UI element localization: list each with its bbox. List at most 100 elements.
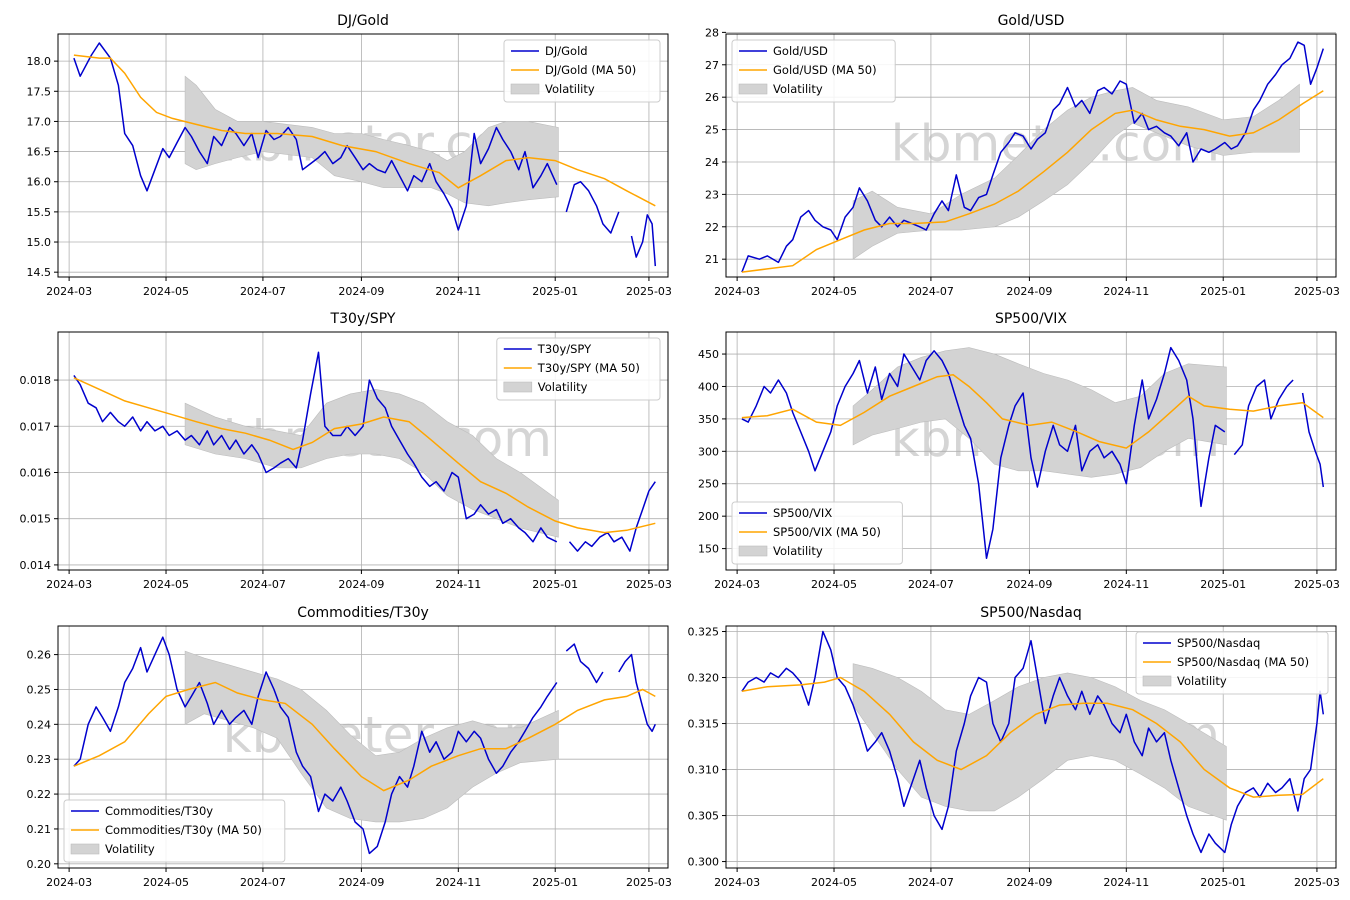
volatility-band: [184, 650, 559, 823]
legend-label: DJ/Gold: [545, 44, 588, 58]
y-tick-label: 16.0: [27, 176, 52, 189]
y-tick-label: 0.21: [27, 823, 52, 836]
chart-panel: kbmeter.comSP500/VIX2024-032024-052024-0…: [698, 311, 1340, 591]
x-tick-label: 2024-03: [46, 578, 92, 591]
y-tick-label: 27: [705, 59, 719, 72]
legend-swatch-volatility: [1142, 675, 1172, 687]
chart-title: SP500/Nasdaq: [980, 605, 1081, 621]
legend-label: DJ/Gold (MA 50): [545, 63, 636, 77]
legend-swatch-volatility: [510, 83, 540, 95]
y-tick-label: 400: [698, 380, 719, 393]
legend-label: SP500/Nasdaq: [1177, 636, 1260, 650]
y-tick-label: 22: [705, 221, 719, 234]
legend-label: Volatility: [773, 82, 823, 96]
y-tick-label: 0.24: [27, 718, 52, 731]
x-tick-label: 2025-01: [1200, 285, 1246, 298]
chart-panel: kbmeter.comDJ/Gold2024-032024-052024-072…: [27, 13, 672, 298]
x-tick-label: 2025-03: [626, 285, 672, 298]
y-tick-label: 21: [705, 253, 719, 266]
y-tick-label: 0.018: [20, 374, 52, 387]
x-tick-label: 2024-11: [1103, 285, 1149, 298]
legend-label: Commodities/T30y: [105, 804, 213, 818]
series-line: [741, 630, 1325, 854]
y-tick-label: 24: [705, 156, 719, 169]
legend-label: Volatility: [538, 380, 588, 394]
legend-swatch-volatility: [738, 83, 768, 95]
x-tick-label: 2024-07: [908, 285, 954, 298]
plot-frame: [57, 331, 669, 571]
series-line: [73, 636, 656, 855]
legend: SP500/Nasdaq SP500/Nasdaq (MA 50) Volatili…: [1135, 631, 1329, 695]
x-tick-label: 2024-09: [338, 876, 384, 889]
chart-panel: kbmeter.comGold/USD2024-032024-052024-07…: [705, 13, 1340, 298]
legend-box: [63, 799, 286, 863]
y-tick-label: 28: [705, 26, 719, 39]
legend-box: [731, 39, 896, 103]
legend-label: T30y/SPY: [537, 342, 592, 356]
x-tick-label: 2024-05: [811, 578, 857, 591]
y-tick-label: 0.325: [688, 626, 720, 639]
y-tick-label: 0.017: [20, 420, 52, 433]
y-tick-label: 0.014: [20, 559, 52, 572]
legend-label: SP500/VIX: [773, 506, 832, 520]
y-tick-label: 0.310: [688, 764, 720, 777]
plot-frame: [57, 33, 669, 278]
ma50-line: [741, 676, 1324, 798]
x-tick-label: 2024-07: [240, 285, 286, 298]
x-tick-label: 2024-07: [908, 578, 954, 591]
y-tick-label: 0.25: [27, 683, 52, 696]
x-tick-label: 2024-09: [338, 578, 384, 591]
x-tick-label: 2024-05: [143, 578, 189, 591]
x-tick-label: 2024-03: [714, 578, 760, 591]
ma50-line: [73, 54, 656, 207]
x-tick-label: 2025-03: [626, 578, 672, 591]
legend-swatch-volatility: [503, 381, 533, 393]
x-tick-label: 2024-07: [908, 876, 954, 889]
x-tick-label: 2024-05: [811, 285, 857, 298]
x-tick-label: 2024-11: [435, 876, 481, 889]
y-tick-label: 0.015: [20, 513, 52, 526]
legend-label: Volatility: [545, 82, 595, 96]
y-tick-label: 0.23: [27, 753, 52, 766]
ma50-line: [741, 374, 1324, 449]
legend-label: Gold/USD (MA 50): [773, 63, 877, 77]
plot-frame: [725, 33, 1337, 278]
x-tick-label: 2025-01: [532, 285, 578, 298]
y-tick-label: 23: [705, 188, 719, 201]
y-tick-label: 0.26: [27, 649, 52, 662]
x-tick-label: 2025-01: [532, 876, 578, 889]
legend-label: SP500/VIX (MA 50): [773, 525, 881, 539]
legend-box: [731, 501, 903, 565]
x-tick-label: 2025-03: [1294, 285, 1340, 298]
volatility-band: [852, 663, 1227, 821]
x-tick-label: 2025-03: [626, 876, 672, 889]
x-tick-label: 2024-03: [46, 285, 92, 298]
legend-label: Commodities/T30y (MA 50): [105, 823, 262, 837]
y-tick-label: 14.5: [27, 266, 52, 279]
x-tick-label: 2024-09: [338, 285, 384, 298]
y-tick-label: 200: [698, 510, 719, 523]
x-tick-label: 2024-05: [811, 876, 857, 889]
legend-label: Volatility: [1177, 674, 1227, 688]
series-line: [73, 42, 657, 267]
x-tick-label: 2024-09: [1006, 285, 1052, 298]
y-tick-label: 18.0: [27, 55, 52, 68]
x-tick-label: 2024-09: [1006, 876, 1052, 889]
x-tick-label: 2024-03: [46, 876, 92, 889]
plot-frame: [725, 625, 1337, 869]
chart-panel: kbmeter.comT30y/SPY2024-032024-052024-07…: [20, 311, 672, 591]
y-tick-label: 0.016: [20, 466, 52, 479]
series-line: [73, 351, 656, 552]
x-tick-label: 2024-05: [143, 876, 189, 889]
x-tick-label: 2025-03: [1294, 578, 1340, 591]
y-tick-label: 0.315: [688, 718, 720, 731]
y-tick-label: 0.22: [27, 788, 52, 801]
legend: T30y/SPY T30y/SPY (MA 50) Volatility: [496, 337, 661, 401]
x-tick-label: 2024-11: [435, 578, 481, 591]
legend-swatch-volatility: [70, 843, 100, 855]
y-tick-label: 0.320: [688, 672, 720, 685]
x-tick-label: 2025-01: [532, 578, 578, 591]
ma50-line: [73, 681, 656, 792]
